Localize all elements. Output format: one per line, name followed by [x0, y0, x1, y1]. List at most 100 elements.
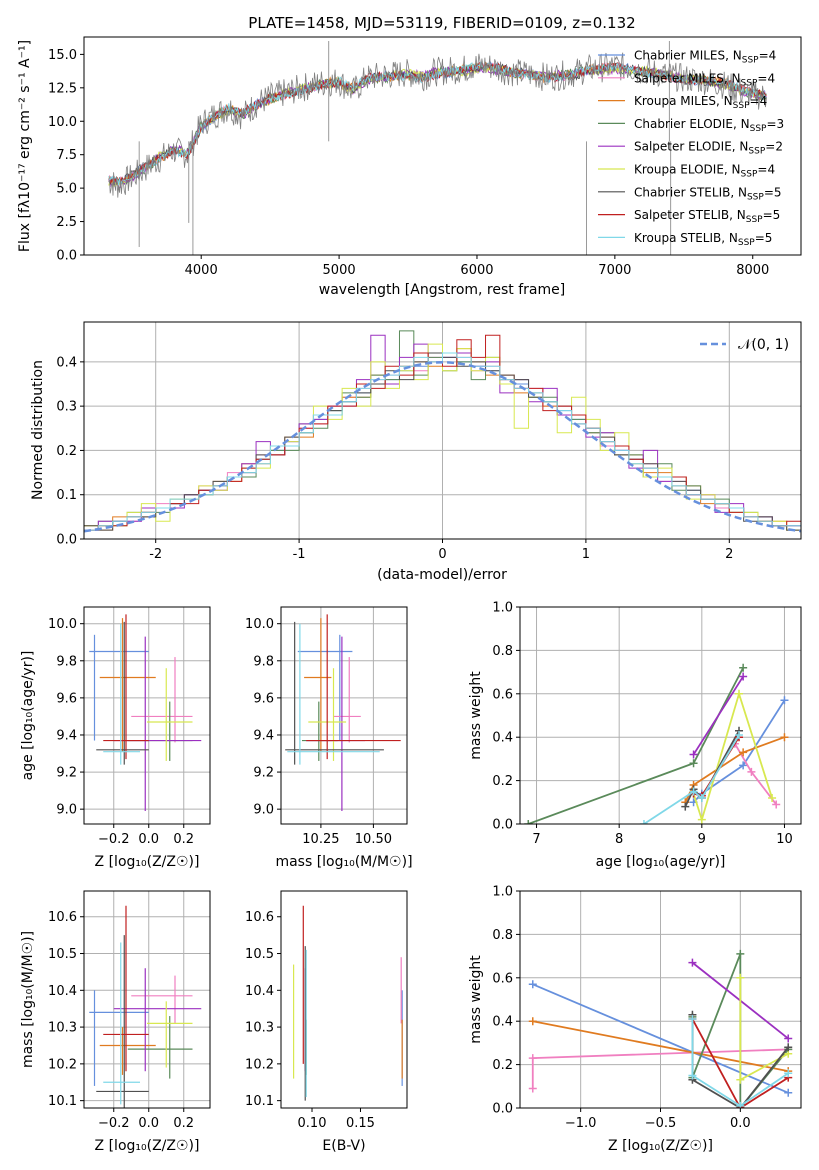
x-tick-label: -1 — [293, 547, 306, 562]
y-tick-label: 9.0 — [253, 803, 274, 818]
legend-label-tail: =4 — [757, 163, 775, 177]
y-tick-label: 0.2 — [56, 444, 77, 459]
weight-marker — [681, 802, 690, 811]
y-tick-label: 15.0 — [48, 48, 77, 63]
weight-marker — [735, 731, 744, 740]
legend-label-sub: SSP — [750, 124, 767, 134]
x-tick-label: −0.5 — [645, 1116, 677, 1131]
weight-marker — [739, 748, 748, 757]
residual-plot-area — [83, 330, 802, 533]
weight-marker — [739, 663, 748, 672]
y-tick-label: 0.0 — [56, 533, 77, 548]
x-tick-label: −0.2 — [98, 832, 130, 847]
legend-label-tail: =5 — [755, 231, 773, 245]
legend-label-main: Chabrier STELIB, N — [634, 185, 747, 199]
x-tick-label: 8 — [615, 832, 623, 847]
legend-label-sub: SSP — [742, 56, 759, 66]
legend-label: Salpeter STELIB, NSSP=5 — [634, 208, 780, 225]
x-tick-label: 0.2 — [173, 832, 194, 847]
x-tick-label: 0.2 — [173, 1116, 194, 1131]
x-tick-label: -2 — [149, 547, 162, 562]
age-vs-mass-panel: 10.25 10.50 9.0 9.2 9.4 9.6 9.8 10.0 mass [log₁₀… — [245, 606, 413, 870]
y-tick-label: 0.1 — [56, 488, 77, 503]
y-tick-label: 9.6 — [253, 691, 274, 706]
y-tick-label: 0.3 — [56, 400, 77, 415]
legend-label: Chabrier MILES, NSSP=4 — [634, 49, 776, 66]
legend-label-sub: SSP — [741, 78, 758, 88]
y-tick-label: 10.6 — [48, 910, 77, 925]
plot-area — [528, 949, 793, 1108]
legend-label-main: Salpeter ELODIE, N — [634, 140, 748, 154]
y-tick-label: 12.5 — [48, 81, 77, 96]
y-tick-label: 9.8 — [56, 654, 77, 669]
residual-xlabel: (data-model)/error — [377, 567, 507, 583]
x-axis-label: age [log₁₀(age/yr)] — [596, 854, 726, 870]
mass-weight-vs-metallicity-panel: −1.0 −0.5 0.0 0.0 0.2 0.4 0.6 0.8 1.0 Z [log₁₀(Z/… — [468, 885, 802, 1154]
x-axis-label: E(B-V) — [322, 1138, 365, 1154]
weight-marker — [697, 815, 706, 824]
weight-marker — [736, 949, 745, 958]
y-tick-label: 10.3 — [48, 1021, 77, 1036]
normal-legend-label: 𝒩(0, 1) — [738, 337, 789, 353]
y-tick-label: 9.0 — [56, 803, 77, 818]
legend-label-sub: SSP — [738, 238, 755, 248]
histogram-step — [84, 352, 801, 531]
legend-label-main: Kroupa STELIB, N — [634, 231, 738, 245]
legend-label-main: Chabrier ELODIE, N — [634, 117, 750, 131]
weight-marker — [768, 793, 777, 802]
residual-panel: -2 -1 0 1 2 0.0 0.1 0.2 0.3 0.4 (data-model)/erro… — [30, 321, 802, 583]
legend-label-sub: SSP — [747, 192, 764, 202]
legend-label: Salpeter MILES, NSSP=4 — [634, 71, 775, 88]
weight-marker — [747, 767, 756, 776]
axes-frame — [519, 606, 802, 825]
y-tick-label: 0.2 — [492, 1058, 513, 1073]
legend-label-tail: =4 — [750, 94, 768, 108]
y-tick-label: 10.2 — [245, 1057, 274, 1072]
legend-label-main: Chabrier MILES, N — [634, 49, 742, 63]
weight-marker — [735, 689, 744, 698]
legend-label-tail: =3 — [766, 117, 784, 131]
residual-ylabel: Normed distribution — [30, 360, 46, 500]
weight-marker — [528, 1017, 537, 1026]
weight-marker — [697, 793, 706, 802]
plot-area — [89, 614, 202, 812]
axes-frame — [280, 890, 408, 1109]
weight-marker — [689, 759, 698, 768]
axes-frame — [83, 606, 211, 825]
y-tick-label: 0.8 — [492, 928, 513, 943]
x-tick-label: 0.10 — [298, 1116, 327, 1131]
spectrum-ylabel: Flux [fλ10⁻¹⁷ erg cm⁻² s⁻¹ A⁻¹] — [17, 40, 33, 252]
y-tick-label: 10.5 — [48, 947, 77, 962]
x-axis-label: Z [log₁₀(Z/Z☉)] — [95, 854, 200, 870]
y-tick-label: 10.3 — [245, 1021, 274, 1036]
y-tick-label: 1.0 — [492, 885, 513, 900]
weight-marker — [639, 820, 648, 824]
residual-ticks: -2 -1 0 1 2 0.0 0.1 0.2 0.3 0.4 — [56, 355, 733, 562]
weight-marker — [784, 1034, 793, 1043]
spectrum-plot-area — [108, 41, 767, 255]
legend-label-tail: =4 — [757, 71, 775, 85]
x-tick-label: 0.0 — [138, 1116, 159, 1131]
weight-marker — [739, 761, 748, 770]
x-tick-label: 2 — [725, 547, 733, 562]
weight-line — [527, 667, 744, 824]
normal-curve — [83, 361, 802, 533]
x-tick-label: 10.25 — [302, 832, 339, 847]
x-tick-label: 5000 — [323, 263, 356, 278]
y-tick-label: 10.0 — [245, 617, 274, 632]
residual-legend: 𝒩(0, 1) — [700, 337, 789, 353]
legend-label: Salpeter ELODIE, NSSP=2 — [634, 140, 783, 157]
x-tick-label: 4000 — [185, 263, 218, 278]
legend-label-sub: SSP — [748, 147, 765, 157]
weight-marker — [528, 1054, 537, 1063]
legend-label-main: Kroupa MILES, N — [634, 94, 733, 108]
legend-label: Chabrier ELODIE, NSSP=3 — [634, 117, 784, 134]
y-tick-label: 0.4 — [492, 1015, 513, 1030]
weight-marker — [739, 672, 748, 681]
x-tick-label: −1.0 — [565, 1116, 597, 1131]
weight-marker — [784, 1088, 793, 1097]
x-tick-label: 0.0 — [730, 1116, 751, 1131]
legend-label-tail: =2 — [765, 140, 783, 154]
y-tick-label: 10.2 — [48, 1057, 77, 1072]
